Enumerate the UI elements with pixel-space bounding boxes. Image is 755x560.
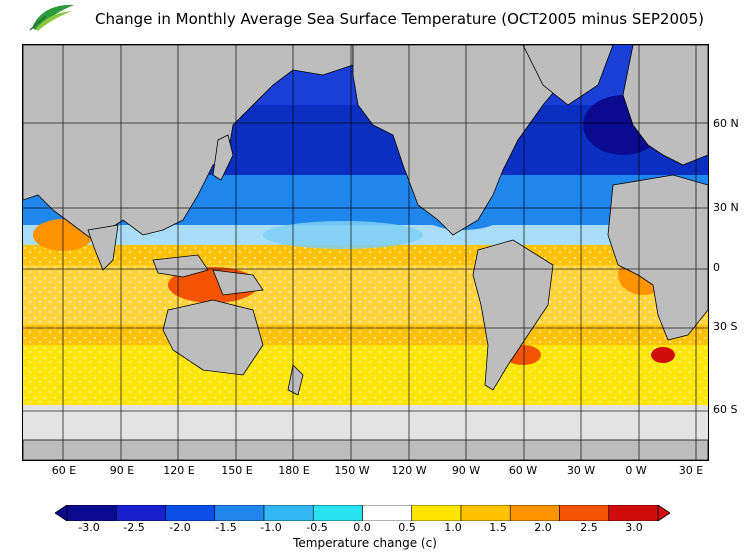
lat-label-30s: 30 S bbox=[713, 320, 738, 333]
colorbar-tick: 3.0 bbox=[625, 521, 643, 534]
colorbar-tick: 1.5 bbox=[489, 521, 507, 534]
colorbar-cell bbox=[362, 505, 413, 521]
lon-label-0w: 0 W bbox=[625, 464, 647, 477]
lon-label-180e: 180 E bbox=[278, 464, 310, 477]
colorbar-tick: 1.0 bbox=[444, 521, 462, 534]
greenland bbox=[522, 45, 614, 106]
colorbar-tick: 0.5 bbox=[398, 521, 416, 534]
colorbar-title: Temperature change (c) bbox=[293, 536, 437, 550]
colorbar-cell bbox=[115, 505, 166, 521]
colorbar-tick: -2.5 bbox=[123, 521, 145, 534]
colorbar-high-arrow bbox=[657, 505, 670, 521]
colorbar-cell bbox=[460, 505, 511, 521]
lat-label-30n: 30 N bbox=[713, 201, 739, 214]
colorbar-tick: 2.5 bbox=[580, 521, 598, 534]
lon-label-120w: 120 W bbox=[391, 464, 427, 477]
colorbar-tick: -2.0 bbox=[169, 521, 191, 534]
colorbar-tick: 2.0 bbox=[534, 521, 552, 534]
india bbox=[87, 224, 119, 271]
lon-label-30w: 30 W bbox=[566, 464, 596, 477]
colorbar-cell bbox=[165, 505, 216, 521]
colorbar-tick: -0.5 bbox=[306, 521, 328, 534]
colorbar-cell bbox=[411, 505, 462, 521]
lon-label-30e: 30 E bbox=[678, 464, 704, 477]
colorbar-low-arrow bbox=[55, 505, 68, 521]
lon-label-120e: 120 E bbox=[163, 464, 195, 477]
colorbar-tick: 0.0 bbox=[353, 521, 371, 534]
leaf-logo bbox=[26, 2, 78, 42]
colorbar-tick: -3.0 bbox=[78, 521, 100, 534]
lon-label-150w: 150 W bbox=[334, 464, 370, 477]
north-america bbox=[352, 45, 584, 236]
sst-change-map bbox=[22, 44, 709, 461]
lon-label-60w: 60 W bbox=[508, 464, 538, 477]
colorbar-tick: -1.0 bbox=[260, 521, 282, 534]
lat-label-60n: 60 N bbox=[713, 117, 739, 130]
australia bbox=[162, 299, 264, 376]
colorbar-tick: -1.5 bbox=[215, 521, 237, 534]
colorbar-cell bbox=[66, 505, 117, 521]
graticule bbox=[23, 45, 708, 460]
map-title: Change in Monthly Average Sea Surface Te… bbox=[95, 10, 704, 28]
map-canvas bbox=[23, 45, 708, 460]
colorbar-cell bbox=[263, 505, 314, 521]
japan bbox=[212, 134, 234, 181]
colorbar bbox=[55, 505, 670, 521]
lat-label-60s: 60 S bbox=[713, 403, 738, 416]
europe bbox=[622, 45, 708, 166]
south-america bbox=[472, 239, 554, 391]
colorbar-cell bbox=[559, 505, 610, 521]
lon-label-90e: 90 E bbox=[109, 464, 135, 477]
lon-label-90w: 90 W bbox=[451, 464, 481, 477]
land-masses bbox=[23, 45, 708, 460]
colorbar-cell bbox=[214, 505, 265, 521]
colorbar-cell bbox=[312, 505, 363, 521]
antarctica bbox=[23, 439, 708, 460]
colorbar-cell bbox=[509, 505, 560, 521]
africa bbox=[607, 174, 708, 341]
colorbar-cell bbox=[608, 505, 659, 521]
lon-label-150e: 150 E bbox=[221, 464, 253, 477]
lat-label-0: 0 bbox=[713, 261, 720, 274]
lon-label-60e: 60 E bbox=[51, 464, 77, 477]
